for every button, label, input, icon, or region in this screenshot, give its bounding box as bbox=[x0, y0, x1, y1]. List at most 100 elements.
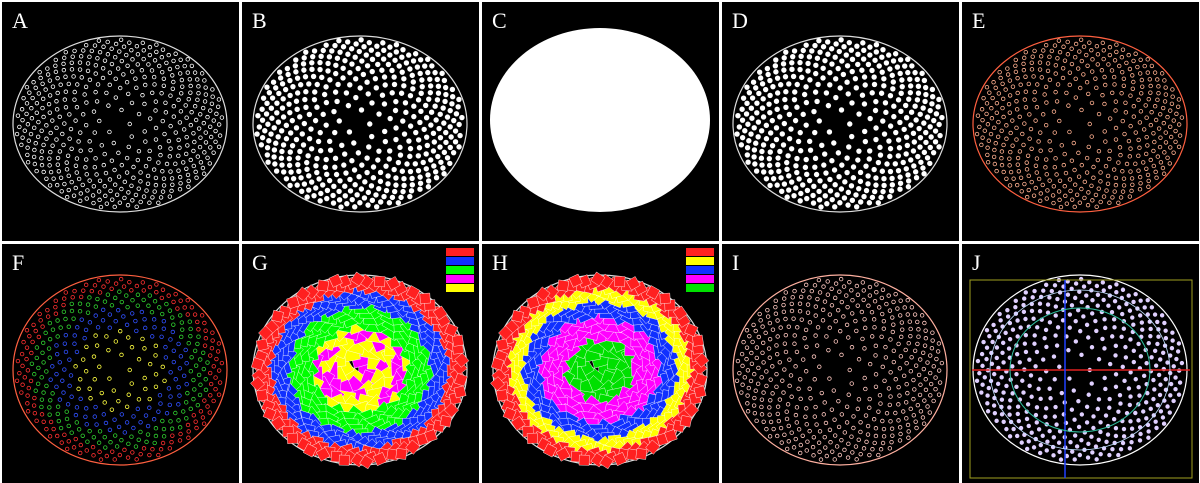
nucleus bbox=[268, 105, 275, 111]
nucleus bbox=[125, 304, 130, 310]
nucleus bbox=[314, 155, 320, 162]
nucleus bbox=[50, 84, 56, 89]
nucleus bbox=[93, 71, 98, 76]
nucleus bbox=[135, 406, 141, 412]
nucleus bbox=[47, 355, 53, 360]
nucleus bbox=[324, 187, 331, 194]
nucleus bbox=[357, 85, 363, 91]
nucleus bbox=[304, 159, 310, 166]
nucleus bbox=[93, 304, 99, 309]
nucleus bbox=[917, 392, 923, 398]
nucleus bbox=[335, 81, 341, 88]
nucleus bbox=[313, 163, 319, 169]
nucleus bbox=[302, 74, 309, 80]
nucleus bbox=[773, 98, 780, 104]
nucleus bbox=[860, 56, 867, 62]
cell bbox=[490, 376, 505, 392]
nucleus bbox=[822, 57, 828, 64]
nucleus bbox=[195, 402, 201, 408]
nucleus bbox=[184, 416, 189, 421]
nucleus bbox=[749, 115, 755, 121]
nucleus bbox=[417, 57, 424, 63]
nucleus bbox=[129, 134, 134, 139]
nucleus bbox=[1130, 329, 1136, 335]
nucleus bbox=[1015, 411, 1020, 417]
nucleus bbox=[303, 104, 309, 110]
nucleus bbox=[1136, 418, 1141, 423]
nucleus bbox=[87, 77, 93, 83]
nucleus bbox=[83, 165, 88, 170]
nucleus bbox=[1085, 202, 1091, 208]
nucleus bbox=[79, 317, 84, 322]
nucleus bbox=[126, 91, 131, 97]
nucleus bbox=[63, 290, 68, 295]
nucleus bbox=[1124, 161, 1130, 167]
nucleus bbox=[393, 42, 400, 48]
nucleus bbox=[113, 95, 119, 100]
nucleus bbox=[1162, 320, 1167, 326]
nucleus bbox=[824, 334, 829, 339]
nucleus bbox=[64, 409, 69, 414]
nucleus bbox=[1031, 74, 1036, 79]
nucleus bbox=[1137, 393, 1142, 398]
nucleus bbox=[1128, 337, 1133, 342]
nucleus bbox=[213, 375, 218, 380]
nucleus bbox=[801, 288, 806, 293]
nucleus bbox=[107, 325, 112, 330]
nucleus bbox=[430, 148, 437, 154]
nucleus bbox=[844, 79, 850, 85]
nucleus bbox=[315, 138, 322, 145]
nucleus bbox=[381, 74, 388, 80]
nucleus bbox=[796, 386, 801, 392]
nucleus bbox=[1160, 105, 1166, 111]
nucleus bbox=[1015, 155, 1021, 161]
nucleus bbox=[1096, 397, 1102, 402]
nucleus bbox=[364, 169, 370, 176]
nucleus bbox=[68, 373, 74, 378]
nucleus bbox=[1106, 303, 1111, 308]
nucleus bbox=[162, 131, 167, 137]
nucleus bbox=[47, 163, 52, 168]
cell bbox=[614, 275, 626, 288]
nucleus bbox=[815, 81, 821, 88]
nucleus bbox=[937, 380, 943, 385]
nucleus bbox=[157, 305, 162, 310]
nucleus bbox=[85, 310, 91, 315]
nucleus bbox=[1117, 305, 1122, 310]
nucleus bbox=[781, 181, 788, 187]
nucleus bbox=[927, 144, 933, 151]
nucleus bbox=[787, 357, 792, 362]
nucleus bbox=[264, 152, 271, 158]
nucleus bbox=[798, 53, 804, 60]
nucleus bbox=[417, 180, 424, 186]
nucleus bbox=[936, 144, 942, 150]
nucleus bbox=[1158, 382, 1163, 387]
nucleus bbox=[185, 172, 191, 178]
nucleus bbox=[334, 98, 340, 105]
nucleus bbox=[788, 373, 794, 378]
nucleus bbox=[1018, 425, 1024, 431]
nucleus bbox=[300, 61, 307, 67]
nucleus bbox=[31, 403, 37, 408]
nucleus bbox=[367, 121, 373, 127]
nucleus bbox=[1113, 137, 1119, 142]
nucleus bbox=[1053, 304, 1059, 309]
nucleus bbox=[853, 192, 859, 198]
nucleus bbox=[781, 55, 787, 61]
nucleus bbox=[184, 115, 189, 120]
nucleus bbox=[73, 412, 79, 418]
nucleus bbox=[906, 435, 911, 440]
nucleus bbox=[78, 54, 84, 59]
nucleus bbox=[920, 350, 926, 355]
nucleus bbox=[179, 91, 184, 96]
nucleus bbox=[425, 69, 431, 76]
nucleus bbox=[259, 117, 266, 123]
nucleus bbox=[1043, 282, 1049, 288]
nucleus bbox=[177, 174, 183, 180]
nucleus bbox=[1130, 315, 1135, 320]
nucleus bbox=[176, 97, 181, 103]
nucleus bbox=[158, 152, 163, 158]
nucleus bbox=[839, 162, 845, 168]
nucleus bbox=[1120, 69, 1125, 75]
nucleus bbox=[897, 186, 903, 192]
